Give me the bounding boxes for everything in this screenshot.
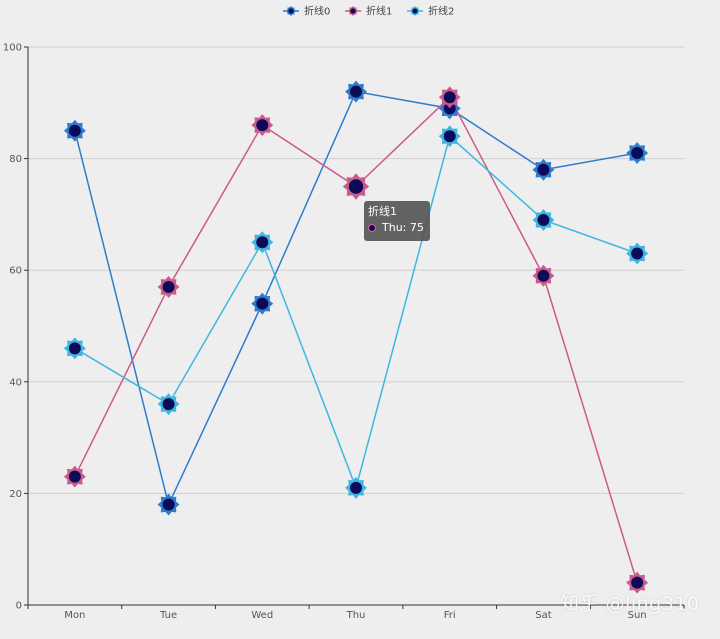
y-tick-label: 0 — [16, 601, 22, 612]
x-tick-label: Thu — [346, 610, 366, 621]
data-point-s0 — [256, 297, 269, 310]
data-point-s1 — [68, 470, 81, 483]
data-point-s2 — [537, 213, 550, 226]
tooltip-title: 折线1 — [368, 205, 397, 218]
y-tick-label: 80 — [9, 154, 22, 165]
legend-label: 折线1 — [366, 5, 392, 18]
data-point-s2 — [443, 130, 456, 143]
data-point-s2 — [256, 236, 269, 249]
data-point-s1 — [348, 179, 364, 194]
legend-label: 折线2 — [428, 5, 454, 18]
data-point-s1 — [162, 280, 175, 293]
data-point-s1 — [443, 91, 456, 104]
tooltip-value: Thu: 75 — [382, 221, 424, 234]
watermark: 知乎 @ling310 — [560, 593, 700, 615]
legend-swatch-dot — [412, 8, 418, 14]
data-point-s2 — [68, 342, 81, 355]
legend-swatch-dot — [288, 8, 294, 14]
x-tick-label: Sun — [628, 610, 647, 621]
data-point-s2 — [350, 481, 362, 494]
tooltip-series-dot — [368, 224, 376, 232]
data-point-s1 — [537, 269, 550, 282]
chart-tooltip: 折线1 Thu: 75 — [364, 201, 430, 241]
data-point-s0 — [631, 147, 644, 160]
data-point-s2 — [631, 247, 644, 260]
x-tick-label: Wed — [251, 610, 273, 621]
legend-swatch-dot — [350, 8, 356, 14]
data-point-s1 — [631, 576, 644, 589]
x-tick-label: Mon — [64, 610, 85, 621]
x-tick-label: Sat — [535, 610, 551, 621]
data-point-s0 — [537, 163, 550, 176]
y-tick-label: 60 — [9, 266, 22, 277]
series-line-0 — [74, 90, 638, 507]
data-point-s0 — [350, 85, 362, 98]
data-point-s1 — [256, 119, 269, 132]
y-tick-label: 100 — [3, 43, 22, 54]
data-point-s2 — [162, 398, 175, 411]
y-tick-label: 40 — [9, 377, 22, 388]
x-tick-label: Fri — [444, 610, 456, 621]
data-point-s0 — [162, 498, 175, 511]
y-tick-label: 20 — [9, 489, 22, 500]
x-tick-label: Tue — [159, 610, 177, 621]
legend-label: 折线0 — [304, 5, 330, 18]
data-point-s0 — [68, 124, 81, 137]
data-point-s0 — [443, 102, 456, 115]
